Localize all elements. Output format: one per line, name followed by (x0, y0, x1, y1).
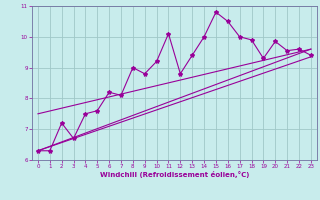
X-axis label: Windchill (Refroidissement éolien,°C): Windchill (Refroidissement éolien,°C) (100, 171, 249, 178)
